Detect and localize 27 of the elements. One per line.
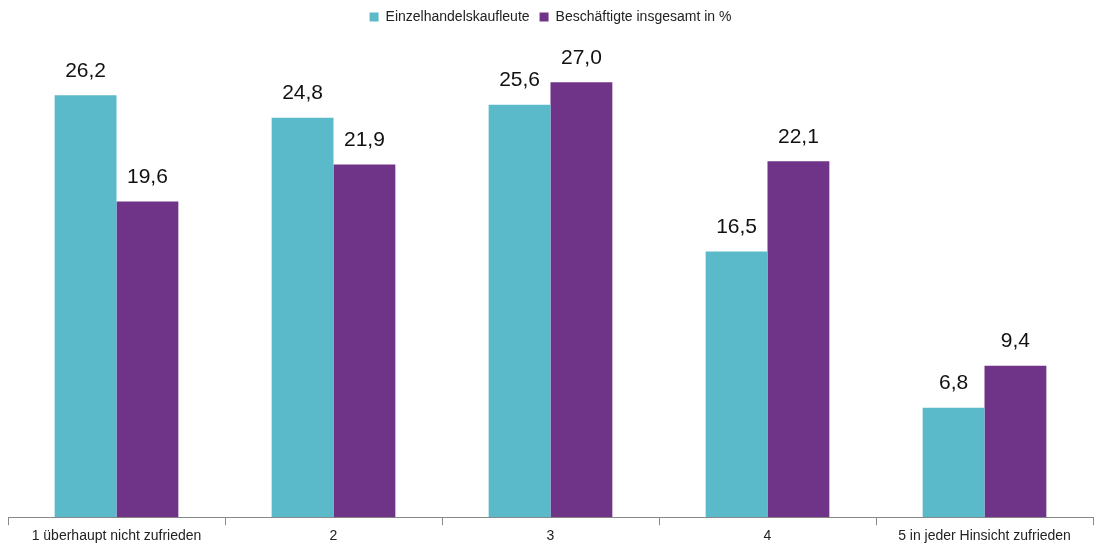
bar xyxy=(271,117,334,518)
legend-label: Einzelhandelskaufleute xyxy=(385,7,530,24)
data-label: 27,0 xyxy=(560,44,602,68)
bar xyxy=(767,161,830,518)
x-tick-label: 5 in jeder Hinsicht zufrieden xyxy=(898,527,1071,544)
bar xyxy=(488,104,551,518)
data-label: 19,6 xyxy=(126,163,168,187)
data-label: 16,5 xyxy=(716,213,758,237)
legend-label: Beschäftigte insgesamt in % xyxy=(555,7,732,24)
x-tick-label: 4 xyxy=(763,527,772,544)
data-label: 22,1 xyxy=(777,123,819,147)
data-label: 9,4 xyxy=(1000,328,1031,352)
x-tick-label: 3 xyxy=(546,527,555,544)
bar xyxy=(550,82,613,518)
bar xyxy=(705,251,768,518)
bar xyxy=(984,365,1047,518)
bar xyxy=(333,164,396,518)
bar xyxy=(54,95,117,518)
bar xyxy=(116,201,179,518)
data-label: 26,2 xyxy=(65,57,107,81)
x-tick-label: 1 überhaupt nicht zufrieden xyxy=(31,527,202,544)
x-tick-label: 2 xyxy=(329,527,338,544)
data-label: 21,9 xyxy=(343,126,385,150)
data-label: 6,8 xyxy=(938,369,969,393)
data-label: 24,8 xyxy=(282,80,324,104)
data-label: 25,6 xyxy=(499,67,541,91)
bar xyxy=(922,407,985,518)
